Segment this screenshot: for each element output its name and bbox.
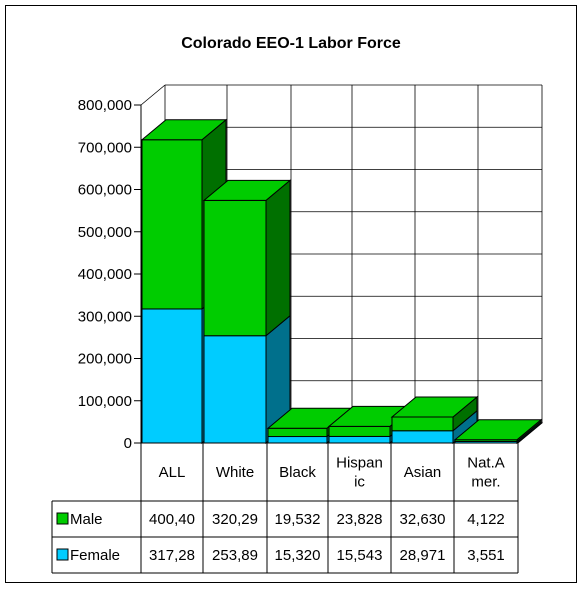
bar-male-front	[203, 199, 267, 337]
bar-male-front	[141, 139, 203, 310]
bar-male-side	[265, 179, 291, 337]
data-label-male: 4,122	[467, 511, 505, 528]
plot-area: 800,000 700,000 600,000 500,000 400,000 300,0…	[78, 84, 544, 452]
data-label-male: 400,40	[149, 511, 195, 528]
bar-female-front	[267, 436, 328, 444]
bar-male-top	[453, 419, 543, 441]
y-tick-label: 200,000	[78, 351, 132, 368]
y-tick-label: 700,000	[78, 139, 132, 156]
legend-swatch-male	[56, 512, 69, 525]
data-label-female: 15,543	[337, 547, 383, 564]
bar-male-front	[267, 427, 328, 438]
data-label-female: 317,28	[149, 547, 195, 564]
data-table: ALL White Black Hispan ic Asian Nat.A mer. Male 4…	[51, 443, 519, 574]
bar-female-front	[141, 308, 203, 444]
data-label-male: 32,630	[400, 511, 446, 528]
x-category-label: ALL	[159, 464, 186, 481]
legend-swatch-female	[56, 548, 69, 561]
y-tick-label: 300,000	[78, 308, 132, 325]
y-tick-label: 800,000	[78, 97, 132, 114]
bar-female-front	[328, 435, 391, 444]
x-category-label: Black	[279, 464, 316, 481]
x-category-label: Hispan ic	[336, 455, 383, 491]
data-label-male: 23,828	[337, 511, 383, 528]
chart-title: Colorado EEO-1 Labor Force	[181, 35, 401, 52]
bar-male-top	[390, 396, 479, 418]
data-label-female: 28,971	[400, 547, 446, 564]
gridline-side	[140, 84, 166, 106]
bar-male-front	[391, 416, 454, 432]
y-tick-label: 100,000	[78, 393, 132, 410]
bar-female-front	[203, 335, 267, 444]
legend-label-female: Female	[70, 547, 120, 564]
bar-male-top	[202, 179, 292, 201]
data-label-male: 320,29	[212, 511, 258, 528]
y-tick-label: 500,000	[78, 224, 132, 241]
data-label-female: 3,551	[467, 547, 505, 564]
x-category-label: White	[216, 464, 254, 481]
x-category-label: Asian	[404, 464, 442, 481]
bar-male-front	[328, 425, 391, 437]
data-label-female: 15,320	[275, 547, 321, 564]
y-tick-label: 600,000	[78, 182, 132, 199]
y-tick-label: 400,000	[78, 266, 132, 283]
legend-label-male: Male	[70, 511, 103, 528]
x-category-label: Nat.A mer.	[467, 455, 505, 491]
y-tick-label: 0	[124, 435, 132, 452]
data-label-female: 253,89	[212, 547, 258, 564]
data-label-male: 19,532	[275, 511, 321, 528]
bar-female-front	[391, 430, 454, 444]
bar-male-top	[140, 119, 228, 141]
